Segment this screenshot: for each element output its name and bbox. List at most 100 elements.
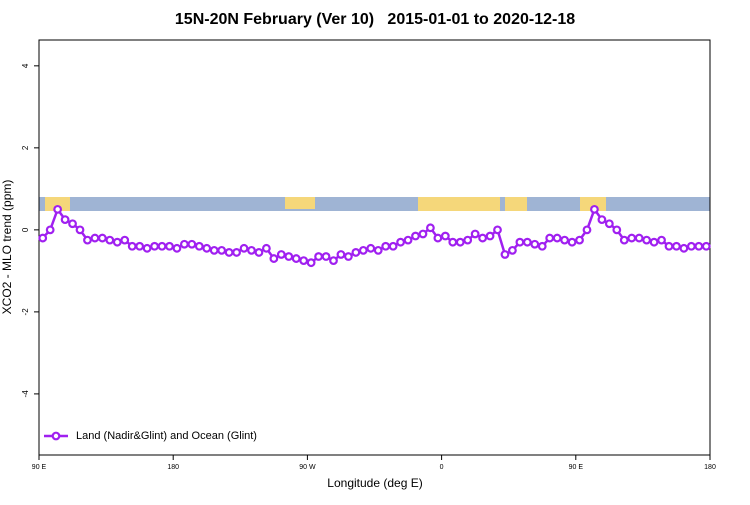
legend-label: Land (Nadir&Glint) and Ocean (Glint) <box>76 430 257 442</box>
point <box>165 241 174 251</box>
point <box>247 245 256 255</box>
y-tick-label: 2 <box>21 145 30 150</box>
point <box>127 241 137 251</box>
point <box>679 243 689 253</box>
point <box>83 235 92 245</box>
point <box>664 241 674 251</box>
point <box>567 237 577 247</box>
point <box>604 219 614 229</box>
point <box>336 250 346 259</box>
point <box>172 243 182 253</box>
point <box>530 239 540 249</box>
x-axis-label: Longitude (deg E) <box>327 476 422 490</box>
point <box>209 245 219 255</box>
point <box>120 235 130 245</box>
point <box>411 231 420 241</box>
x-tick-label: 90 E <box>32 464 47 471</box>
point <box>418 229 428 239</box>
map-land <box>505 197 527 211</box>
point <box>135 241 145 251</box>
point <box>582 225 592 235</box>
point <box>672 241 681 251</box>
point <box>522 237 532 247</box>
point <box>53 204 63 214</box>
point <box>351 248 361 257</box>
point <box>545 233 555 243</box>
point <box>239 243 249 253</box>
point <box>217 245 227 255</box>
point <box>344 252 353 261</box>
point <box>426 223 435 233</box>
point <box>590 204 599 214</box>
point <box>560 235 570 245</box>
point <box>440 231 450 241</box>
point <box>694 241 704 251</box>
y-tick-label: 4 <box>21 63 30 68</box>
point <box>396 237 405 247</box>
point <box>508 245 517 255</box>
map-land <box>45 197 70 211</box>
point <box>105 235 115 245</box>
point <box>284 252 294 261</box>
point <box>686 241 696 251</box>
y-tick-label: -2 <box>21 308 30 316</box>
point <box>500 250 510 259</box>
point <box>97 233 107 243</box>
point <box>142 243 152 253</box>
map-land <box>580 197 606 211</box>
point <box>634 233 644 243</box>
point <box>597 215 607 225</box>
chart-title: 15N-20N February (Ver 10) 2015-01-01 to … <box>175 11 575 28</box>
point <box>403 235 413 245</box>
point <box>224 248 234 257</box>
point <box>60 215 70 225</box>
x-tick-label: 180 <box>167 464 179 471</box>
map-ocean <box>39 197 710 211</box>
point <box>179 239 189 249</box>
point <box>493 225 502 235</box>
point <box>232 248 241 257</box>
point <box>463 235 473 245</box>
point <box>112 237 122 247</box>
x-tick-label: 90 E <box>569 464 584 471</box>
y-tick-label: -4 <box>21 390 30 398</box>
y-tick-label: 0 <box>21 227 30 232</box>
legend-marker <box>51 431 61 441</box>
point <box>202 243 212 253</box>
point <box>649 237 659 247</box>
point <box>299 256 309 266</box>
point <box>433 233 443 243</box>
x-tick-label: 0 <box>440 464 444 471</box>
map-strip <box>39 197 710 211</box>
series-line <box>41 206 707 265</box>
y-axis-label: XCO2 - MLO trend (ppm) <box>0 180 14 315</box>
point <box>642 235 652 245</box>
point <box>38 233 48 243</box>
point <box>485 231 495 241</box>
point <box>455 237 465 247</box>
point <box>657 235 666 245</box>
point <box>448 237 458 247</box>
point <box>157 241 167 251</box>
point <box>150 241 159 251</box>
point <box>314 252 323 261</box>
point <box>537 241 547 251</box>
point <box>254 248 264 257</box>
point <box>366 243 376 253</box>
point <box>187 239 197 249</box>
point <box>470 229 480 239</box>
point <box>575 235 584 245</box>
point <box>552 233 562 243</box>
map-land <box>285 197 315 209</box>
point <box>478 233 488 243</box>
point <box>388 241 398 251</box>
point <box>90 233 100 243</box>
point <box>306 258 316 268</box>
point <box>373 245 383 255</box>
map-land <box>418 197 500 211</box>
point <box>358 245 368 255</box>
point <box>269 254 279 263</box>
point <box>329 256 338 266</box>
